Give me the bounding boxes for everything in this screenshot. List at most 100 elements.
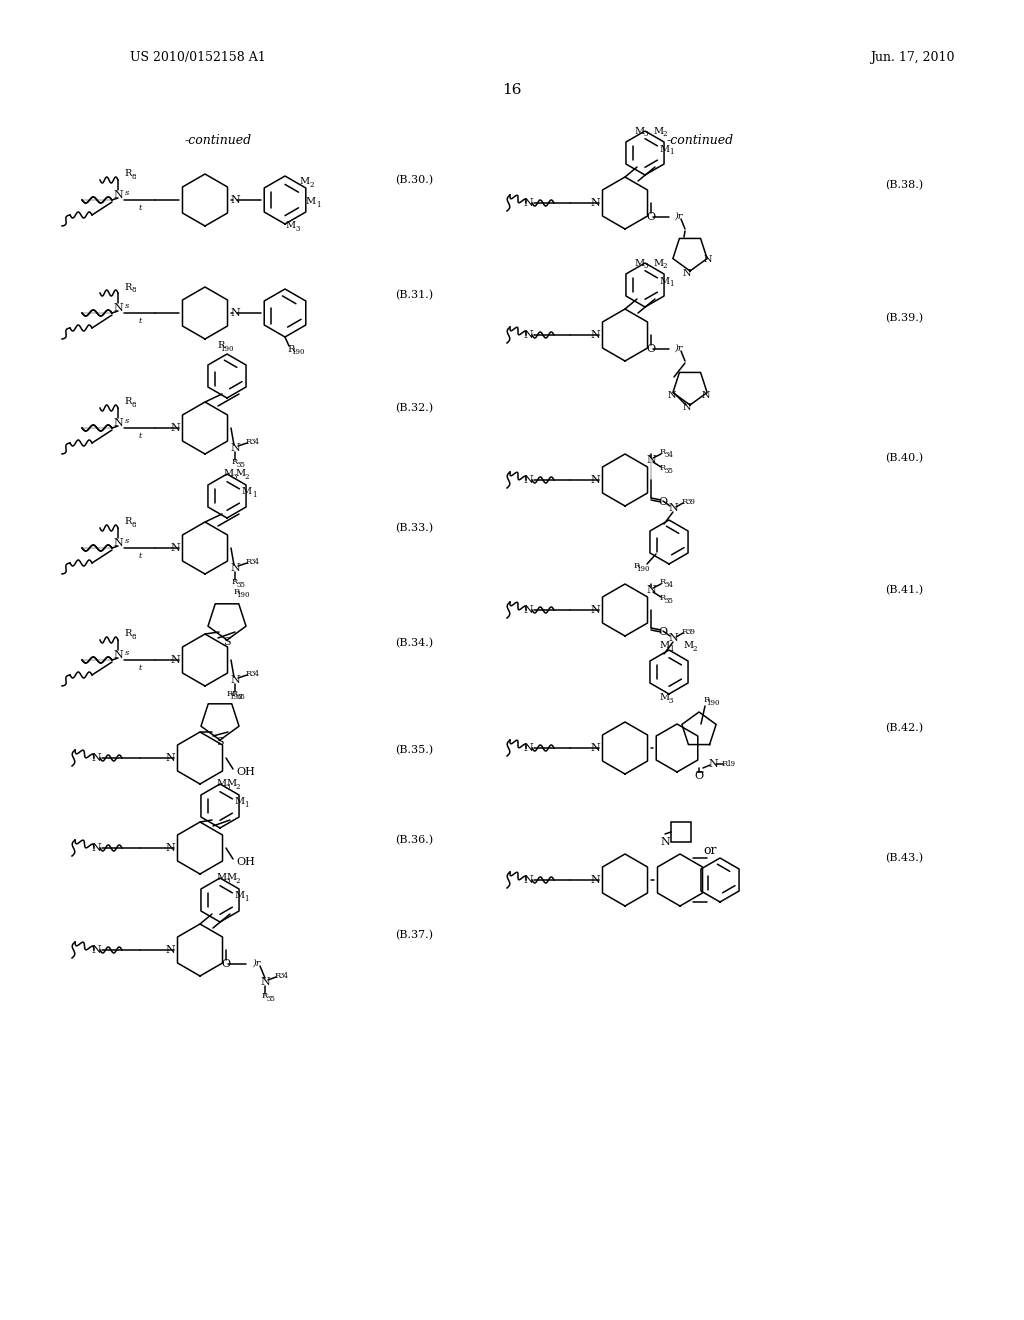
Text: 1: 1 xyxy=(244,801,248,809)
Text: 35: 35 xyxy=(237,461,246,469)
Text: R: R xyxy=(634,562,640,570)
Text: M: M xyxy=(659,642,670,651)
Text: R: R xyxy=(682,498,688,506)
Text: R: R xyxy=(124,517,131,527)
Text: 3: 3 xyxy=(232,473,238,480)
Text: R: R xyxy=(233,587,240,597)
Text: US 2010/0152158 A1: US 2010/0152158 A1 xyxy=(130,51,266,65)
Text: N: N xyxy=(590,605,600,615)
Text: N: N xyxy=(91,843,101,853)
Text: 3: 3 xyxy=(296,224,300,234)
Text: R: R xyxy=(231,578,239,586)
Text: M: M xyxy=(300,177,310,186)
Text: M: M xyxy=(684,642,694,651)
Text: (B.40.): (B.40.) xyxy=(885,453,923,463)
Text: Jun. 17, 2010: Jun. 17, 2010 xyxy=(870,51,954,65)
Text: N: N xyxy=(523,475,532,484)
Text: M: M xyxy=(217,780,227,788)
Text: 1: 1 xyxy=(669,280,673,288)
Text: (B.41.): (B.41.) xyxy=(885,585,923,595)
Text: M: M xyxy=(286,222,296,231)
Text: )r: )r xyxy=(252,958,260,968)
Text: N: N xyxy=(709,759,718,770)
Text: S: S xyxy=(216,737,224,747)
Text: M: M xyxy=(635,259,645,268)
Text: N: N xyxy=(668,503,678,513)
Text: N: N xyxy=(683,403,691,412)
Text: 34: 34 xyxy=(665,581,674,589)
Text: s: s xyxy=(125,649,129,657)
Text: R: R xyxy=(722,760,728,768)
Text: R: R xyxy=(682,628,688,636)
Text: 1: 1 xyxy=(669,645,673,653)
Text: M: M xyxy=(234,891,245,900)
Text: 3: 3 xyxy=(644,129,648,139)
Text: O: O xyxy=(646,213,655,222)
Text: M: M xyxy=(654,259,664,268)
Text: N: N xyxy=(646,585,656,595)
Text: N: N xyxy=(91,945,101,954)
Text: M: M xyxy=(635,127,645,136)
Text: N: N xyxy=(590,875,600,884)
Text: N: N xyxy=(590,475,600,484)
Text: 39: 39 xyxy=(686,628,695,636)
Text: R: R xyxy=(246,558,252,566)
Text: M: M xyxy=(654,127,664,136)
Text: O: O xyxy=(221,960,230,969)
Text: R: R xyxy=(659,578,667,586)
Text: (B.33.): (B.33.) xyxy=(395,523,433,533)
Text: N: N xyxy=(113,649,123,660)
Text: 8: 8 xyxy=(131,286,135,294)
Text: M: M xyxy=(227,874,238,883)
Text: N: N xyxy=(230,675,240,685)
Text: 3: 3 xyxy=(226,876,230,884)
Text: R: R xyxy=(227,690,233,698)
Text: R: R xyxy=(217,342,224,351)
Text: s: s xyxy=(125,189,129,197)
Text: M: M xyxy=(242,487,252,496)
Text: N: N xyxy=(230,444,240,453)
Text: N: N xyxy=(91,752,101,763)
Text: 2: 2 xyxy=(309,181,314,189)
Text: (B.30.): (B.30.) xyxy=(395,174,433,185)
Text: (B.39.): (B.39.) xyxy=(885,313,923,323)
Text: N: N xyxy=(230,195,240,205)
Text: N: N xyxy=(523,875,532,884)
Text: 34: 34 xyxy=(251,558,259,566)
Text: N: N xyxy=(701,391,711,400)
Text: 190: 190 xyxy=(636,565,650,573)
Text: 16: 16 xyxy=(502,83,522,96)
Text: s: s xyxy=(125,302,129,310)
Text: N: N xyxy=(113,190,123,201)
Text: O: O xyxy=(646,345,655,354)
Text: R: R xyxy=(124,282,131,292)
Text: N: N xyxy=(703,255,713,264)
Text: N: N xyxy=(113,418,123,428)
Text: R: R xyxy=(659,447,667,455)
Text: OH: OH xyxy=(236,857,255,867)
Text: 1: 1 xyxy=(669,148,673,156)
Text: O: O xyxy=(658,498,668,507)
Text: R: R xyxy=(231,690,239,698)
Text: t: t xyxy=(138,664,141,672)
Text: 1: 1 xyxy=(244,895,248,903)
Text: 35: 35 xyxy=(665,467,674,475)
Text: R: R xyxy=(246,438,252,446)
Text: N: N xyxy=(523,330,532,341)
Text: M: M xyxy=(217,874,227,883)
Text: 190: 190 xyxy=(237,591,250,599)
Text: S: S xyxy=(223,638,230,647)
Text: N: N xyxy=(590,743,600,752)
Text: R: R xyxy=(703,696,710,704)
Text: N: N xyxy=(523,743,532,752)
Text: N: N xyxy=(523,605,532,615)
Text: 2: 2 xyxy=(245,473,249,480)
Text: (B.36.): (B.36.) xyxy=(395,834,433,845)
Text: 35: 35 xyxy=(237,581,246,589)
Text: (B.38.): (B.38.) xyxy=(885,180,923,190)
Text: R: R xyxy=(124,397,131,407)
Text: O: O xyxy=(694,771,703,781)
Text: 8: 8 xyxy=(131,401,135,409)
Text: 34: 34 xyxy=(665,451,674,459)
Text: M: M xyxy=(659,276,670,285)
